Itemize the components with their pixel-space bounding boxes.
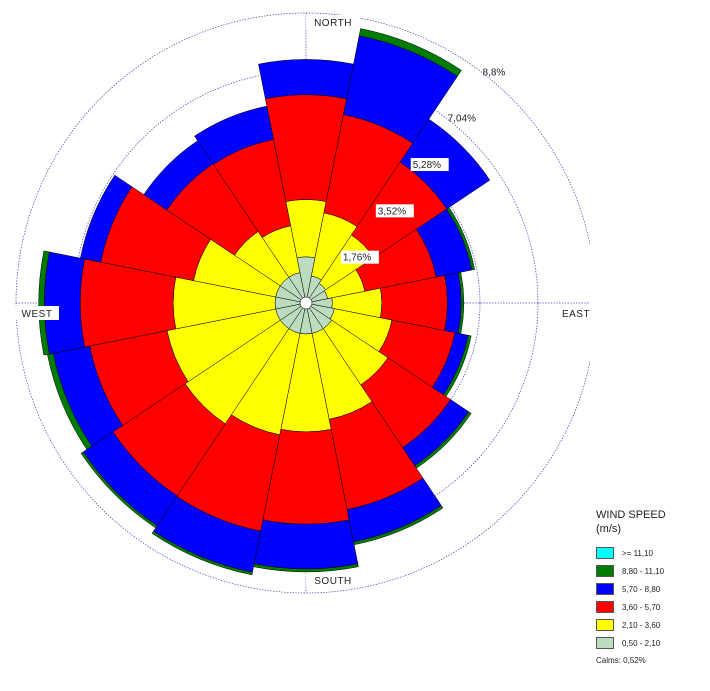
north-label: NORTH [314,18,352,29]
legend-item: 3,60 - 5,70 [596,598,708,616]
wind-sector [80,305,304,529]
sector-segment [253,519,359,570]
north-label-bg [306,15,360,29]
legend-swatch [596,565,614,577]
sector-segment [38,250,50,356]
calms-label: Calms: 0,52% [596,656,646,665]
wind-sector [308,305,472,469]
ring-label-bg [340,250,379,264]
legend-swatch [596,619,614,631]
legend-label: 0,50 - 2,10 [622,638,661,648]
legend-swatch [596,547,614,559]
wind-sector [253,308,359,573]
legend-item: 8,80 - 11,10 [596,562,708,580]
ring-labels: 1,76% 3,52% 5,28% 7,04% 8,8% [340,67,506,264]
west-label-bg [15,306,59,320]
sector-segment [151,530,253,576]
sector-segment [446,207,476,271]
east-label-bg [558,306,590,320]
wind-sector [47,303,302,450]
sector-segment [194,105,274,165]
direction-labels: NORTH SOUTH EAST WEST [15,15,590,587]
legend-label: 2,10 - 3,60 [622,620,661,630]
ring-label: 8,8% [483,67,506,78]
sector-segment [80,451,158,529]
legend-label: >= 11,10 [622,548,653,558]
ring-label: 3,52% [378,206,406,217]
calms-center [299,296,313,310]
wind-sector [258,59,354,298]
legend-label: 5,70 - 8,80 [622,584,661,594]
legend-label: 3,60 - 5,70 [622,602,661,612]
legend-item: >= 11,10 [596,544,708,562]
ring-label: 1,76% [343,253,371,264]
wind-sector [151,307,306,576]
wind-sector [306,28,462,299]
sector-segment [358,28,462,77]
sector-segment [258,59,354,100]
wind-sector [311,271,465,335]
legend-item: 2,10 - 3,60 [596,616,708,634]
wind-sector [80,174,302,303]
legend-swatch [596,583,614,595]
legend-title: WIND SPEED (m/s) [596,509,666,535]
legend-item: 0,50 - 2,10 [596,634,708,652]
wind-speed-legend: WIND SPEED (m/s) >= 11,10 8,80 - 11,10 5… [596,508,708,665]
wind-sector [194,105,306,299]
ring-label: 5,28% [413,160,441,171]
wind-sector [306,307,444,546]
legend-swatch [596,637,614,649]
south-label: SOUTH [314,576,352,587]
wind-sectors [38,28,491,576]
ring-label: 7,04% [448,114,476,125]
legend-items: >= 11,10 8,80 - 11,10 5,70 - 8,80 3,60 -… [596,544,708,652]
south-label-bg [306,573,360,587]
ring-label-bg [375,204,414,218]
east-label: EAST [562,309,590,320]
wind-rose-chart: 1,76% 3,52% 5,28% 7,04% 8,8% NORTH SOUTH EAS… [15,12,590,594]
legend-swatch [596,601,614,613]
sector-segment [44,251,85,355]
wind-sector [38,250,301,356]
legend-item: 5,70 - 8,80 [596,580,708,598]
legend-label: 8,80 - 11,10 [622,566,665,576]
ring-label-bg [410,158,449,172]
west-label: WEST [22,309,53,320]
wind-sector [310,303,472,397]
sector-segment [80,174,133,263]
